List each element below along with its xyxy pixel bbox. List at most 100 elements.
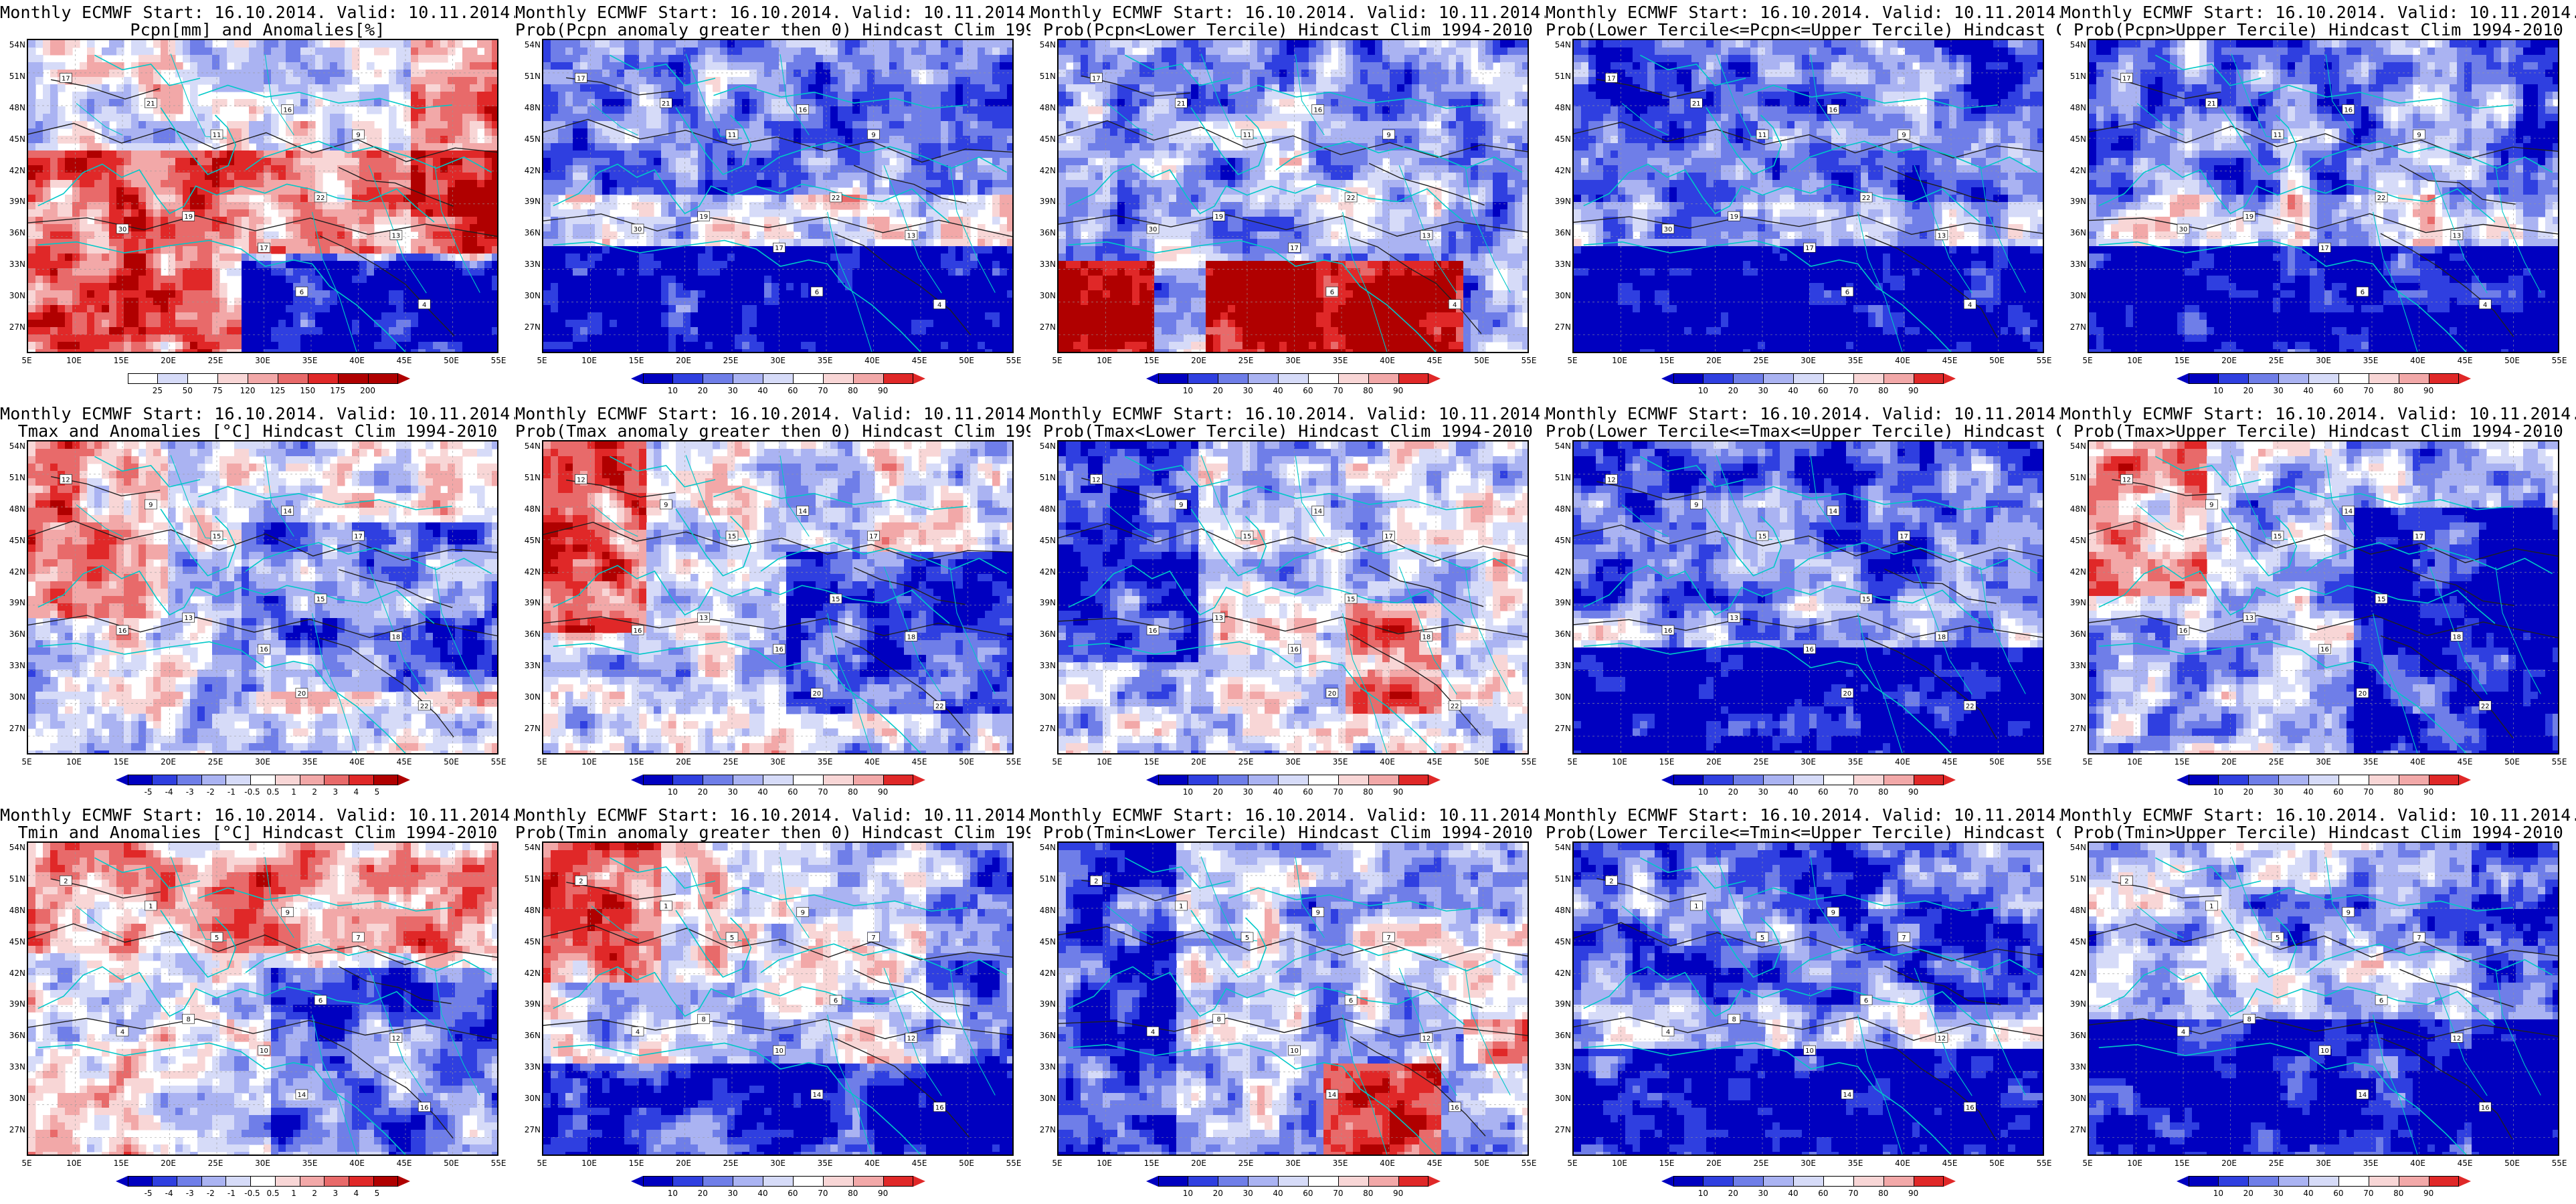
- colorbar-cell: [1158, 1176, 1188, 1187]
- lat-tick-label: 33N: [3, 661, 25, 670]
- shaded-field: [28, 40, 497, 352]
- lat-tick-label: 42N: [1033, 166, 1056, 175]
- lat-tick-label: 39N: [1548, 598, 1571, 607]
- contour-value-label: 15: [316, 596, 325, 603]
- colorbar-tick-label: 75: [213, 386, 223, 395]
- lat-tick-label: 54N: [518, 843, 541, 852]
- contour-value-label: 9: [286, 909, 290, 916]
- country-border: [2136, 504, 2184, 537]
- lat-tick-label: 42N: [1548, 969, 1571, 978]
- colorbar-tick-label: 60: [1818, 386, 1828, 395]
- colorbar-cell: [127, 373, 158, 384]
- lon-tick-label: 25E: [1754, 1159, 1769, 1168]
- coastline: [1068, 565, 1465, 624]
- colorbar-cell: [1673, 373, 1704, 384]
- contour-value-box: [418, 1102, 431, 1112]
- colorbar-cell: [883, 1176, 913, 1187]
- lat-tick-label: 48N: [2063, 504, 2086, 514]
- colorbar-tick-label: 60: [788, 386, 798, 395]
- lon-tick-label: 10E: [66, 1159, 82, 1168]
- contour-value-box: [2413, 530, 2425, 541]
- colorbar-cell: [1307, 775, 1339, 785]
- contour-value-box: [1661, 625, 1675, 635]
- shaded-field: [2089, 843, 2558, 1155]
- lat-tick-label: 51N: [518, 874, 541, 884]
- colorbar-tick-label: 90: [2423, 787, 2433, 797]
- anomaly-field-map: 17 21 11 16 9 30 19 17 22 13 6 4: [2089, 40, 2558, 352]
- contour-line: [28, 1017, 497, 1040]
- contour-value-label: 12: [392, 1035, 401, 1042]
- contour-value-label: 16: [1805, 646, 1814, 654]
- contour-line: [28, 215, 497, 237]
- colorbar-tick-label: 60: [2333, 386, 2343, 395]
- contour-value-box: [933, 700, 946, 711]
- panel-title-line1: Monthly ECMWF Start: 16.10.2014. Valid: …: [515, 807, 1158, 824]
- colorbar-cell: [1913, 373, 1944, 384]
- lat-tick-label: 30N: [1033, 291, 1056, 300]
- contour-line: [1368, 163, 1485, 206]
- lat-tick-label: 54N: [518, 40, 541, 49]
- colorbar-cell: [2368, 775, 2399, 785]
- colorbar-cell: [307, 373, 339, 384]
- contour-line: [543, 522, 1012, 562]
- contour-value-box: [1963, 1102, 1976, 1112]
- colorbar-cell: [1793, 775, 1824, 785]
- colorbar-tick-label: 80: [2393, 1189, 2403, 1198]
- contour-value-label: 22: [935, 703, 944, 710]
- colorbar-tick-label: -0.5: [244, 1189, 260, 1198]
- lat-tick-label: 42N: [518, 166, 541, 175]
- lon-tick-label: 30E: [255, 1159, 270, 1168]
- contour-line: [338, 569, 453, 609]
- lon-tick-label: 40E: [2410, 356, 2425, 365]
- lon-tick-label: 55E: [2552, 1159, 2567, 1168]
- lon-tick-label: 35E: [1848, 757, 1863, 767]
- contour-value-box: [1935, 1033, 1948, 1043]
- panel-title-line1: Monthly ECMWF Start: 16.10.2014. Valid: …: [1546, 4, 2189, 21]
- colorbar-tick-label: 0.5: [266, 1189, 279, 1198]
- coastline: [2259, 486, 2513, 510]
- colorbar: [2176, 1176, 2471, 1187]
- lat-tick-label: 45N: [518, 134, 541, 144]
- contour-line: [2089, 520, 2558, 563]
- colorbar-cell: [1883, 1176, 1914, 1187]
- colorbar-max-arrow: [397, 775, 410, 785]
- colorbar-cell: [1703, 775, 1734, 785]
- contour-value-box: [210, 129, 223, 140]
- colorbar: [630, 1176, 925, 1187]
- coastline: [160, 910, 237, 978]
- contour-value-box: [631, 223, 644, 234]
- colorbar-min-arrow: [115, 1176, 128, 1187]
- panel-title-line1: Monthly ECMWF Start: 16.10.2014. Valid: …: [515, 4, 1158, 21]
- lat-tick-label: 33N: [1033, 661, 1056, 670]
- country-border: [2373, 1014, 2418, 1155]
- lat-tick-label: 30N: [2063, 291, 2086, 300]
- contour-value-label: 15: [728, 533, 737, 540]
- colorbar-cell: [2428, 1176, 2459, 1187]
- colorbar-tick-label: 90: [878, 1189, 888, 1198]
- lon-tick-label: 15E: [1144, 1159, 1160, 1168]
- lat-tick-label: 54N: [3, 843, 25, 852]
- coastline: [94, 857, 201, 889]
- contour-value-label: 16: [420, 1104, 429, 1112]
- contour-value-box: [1288, 643, 1301, 654]
- lon-tick-label: 25E: [1754, 356, 1769, 365]
- contour-value-label: 5: [2276, 934, 2280, 942]
- contour-value-box: [2342, 506, 2355, 516]
- lon-tick-label: 5E: [537, 356, 547, 365]
- contour-value-label: 19: [2245, 213, 2253, 221]
- lon-tick-label: 5E: [2082, 1159, 2092, 1168]
- contour-value-box: [2478, 299, 2492, 310]
- coastline: [37, 565, 435, 624]
- lon-tick-label: 30E: [770, 757, 786, 767]
- colorbar-tick-label: 90: [1393, 1189, 1403, 1198]
- contour-value-label: 16: [2320, 646, 2329, 654]
- country-border: [1810, 54, 1840, 136]
- colorbar-cell: [792, 373, 824, 384]
- contour-value-label: 13: [1730, 615, 1738, 622]
- contour-value-label: 17: [1384, 533, 1393, 540]
- contour-value-box: [905, 1033, 918, 1043]
- contour-value-box: [258, 643, 270, 654]
- lon-tick-label: 10E: [66, 757, 82, 767]
- lat-tick-label: 30N: [3, 1094, 25, 1103]
- lon-tick-label: 40E: [1380, 356, 1395, 365]
